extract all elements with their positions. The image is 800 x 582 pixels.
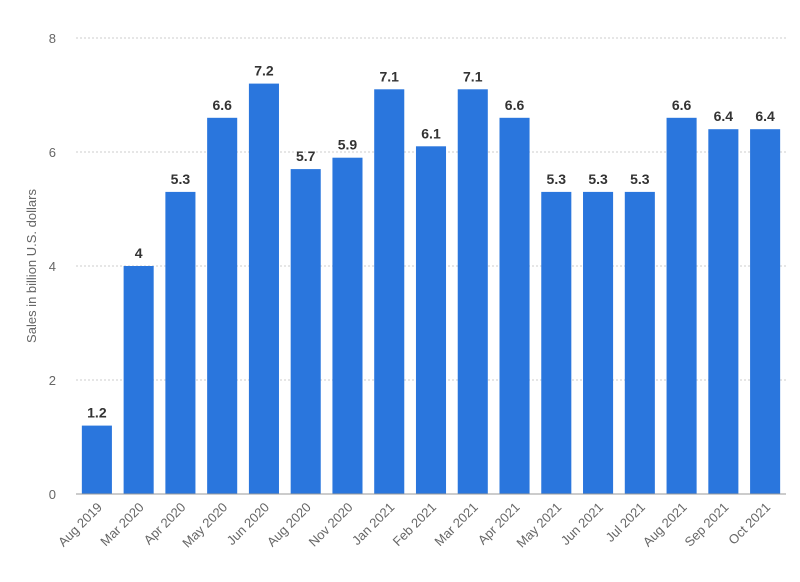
x-tick-label: Aug 2020 [264, 500, 314, 550]
bar[interactable] [165, 191, 196, 494]
bar[interactable] [708, 129, 739, 494]
bar[interactable] [583, 191, 614, 494]
bar[interactable] [374, 89, 405, 495]
y-tick-label: 8 [49, 31, 56, 46]
bar-value-label: 7.1 [380, 68, 400, 84]
x-tick-label: Mar 2021 [431, 500, 480, 549]
bar[interactable] [248, 83, 279, 494]
x-tick-label: May 2020 [179, 500, 230, 551]
bar-value-label: 5.3 [630, 171, 650, 187]
y-tick-label: 6 [49, 145, 56, 160]
data-label-layer: 1.2 4 5.3 6.6 7.2 5.7 5.9 7.1 6.1 7.1 6.6 5.3 5.3 5.3… [87, 63, 775, 421]
bar-value-label: 5.9 [338, 137, 358, 153]
bar[interactable] [457, 89, 488, 495]
bar[interactable] [499, 117, 530, 495]
bar-value-label: 1.2 [87, 405, 107, 421]
x-tick-label: Aug 2019 [55, 500, 105, 550]
x-tick-label: Oct 2021 [725, 500, 773, 548]
bar-layer [81, 83, 781, 495]
bar-value-label: 7.2 [254, 63, 274, 79]
bar-value-label: 5.3 [547, 171, 567, 187]
bar-value-label: 6.4 [714, 108, 734, 124]
bar-value-label: 5.7 [296, 148, 316, 164]
y-axis-title: Sales in billion U.S. dollars [24, 189, 39, 343]
x-tick-label: Nov 2020 [306, 500, 356, 550]
bar[interactable] [123, 266, 154, 494]
bar[interactable] [666, 117, 697, 495]
bar-value-label: 5.3 [588, 171, 608, 187]
x-tick-label: Feb 2021 [390, 500, 439, 549]
bar[interactable] [332, 157, 363, 494]
bar-value-label: 6.4 [755, 108, 775, 124]
bar[interactable] [207, 117, 238, 495]
bar-value-label: 5.3 [171, 171, 191, 187]
y-tick-label: 4 [49, 259, 56, 274]
y-tick-label: 0 [49, 487, 56, 502]
bar[interactable] [81, 425, 112, 494]
bar[interactable] [290, 169, 321, 494]
x-tick-label: Mar 2020 [97, 500, 146, 549]
x-tick-label: Aug 2021 [640, 500, 690, 550]
x-tick-label: Jun 2021 [558, 500, 606, 548]
bar[interactable] [624, 191, 655, 494]
x-tick-label: Jan 2021 [349, 500, 397, 548]
bar-value-label: 4 [135, 245, 143, 261]
x-tick-label: Sep 2021 [682, 500, 732, 550]
bar-value-label: 6.1 [421, 125, 441, 141]
bar-value-label: 7.1 [463, 68, 483, 84]
bar-value-label: 6.6 [672, 97, 692, 113]
bar-value-label: 6.6 [505, 97, 525, 113]
bar-value-label: 6.6 [212, 97, 232, 113]
y-tick-label: 2 [49, 373, 56, 388]
x-tick-label: May 2021 [513, 500, 564, 551]
bar[interactable] [415, 146, 447, 495]
bar[interactable] [750, 129, 781, 494]
bar[interactable] [541, 191, 572, 494]
